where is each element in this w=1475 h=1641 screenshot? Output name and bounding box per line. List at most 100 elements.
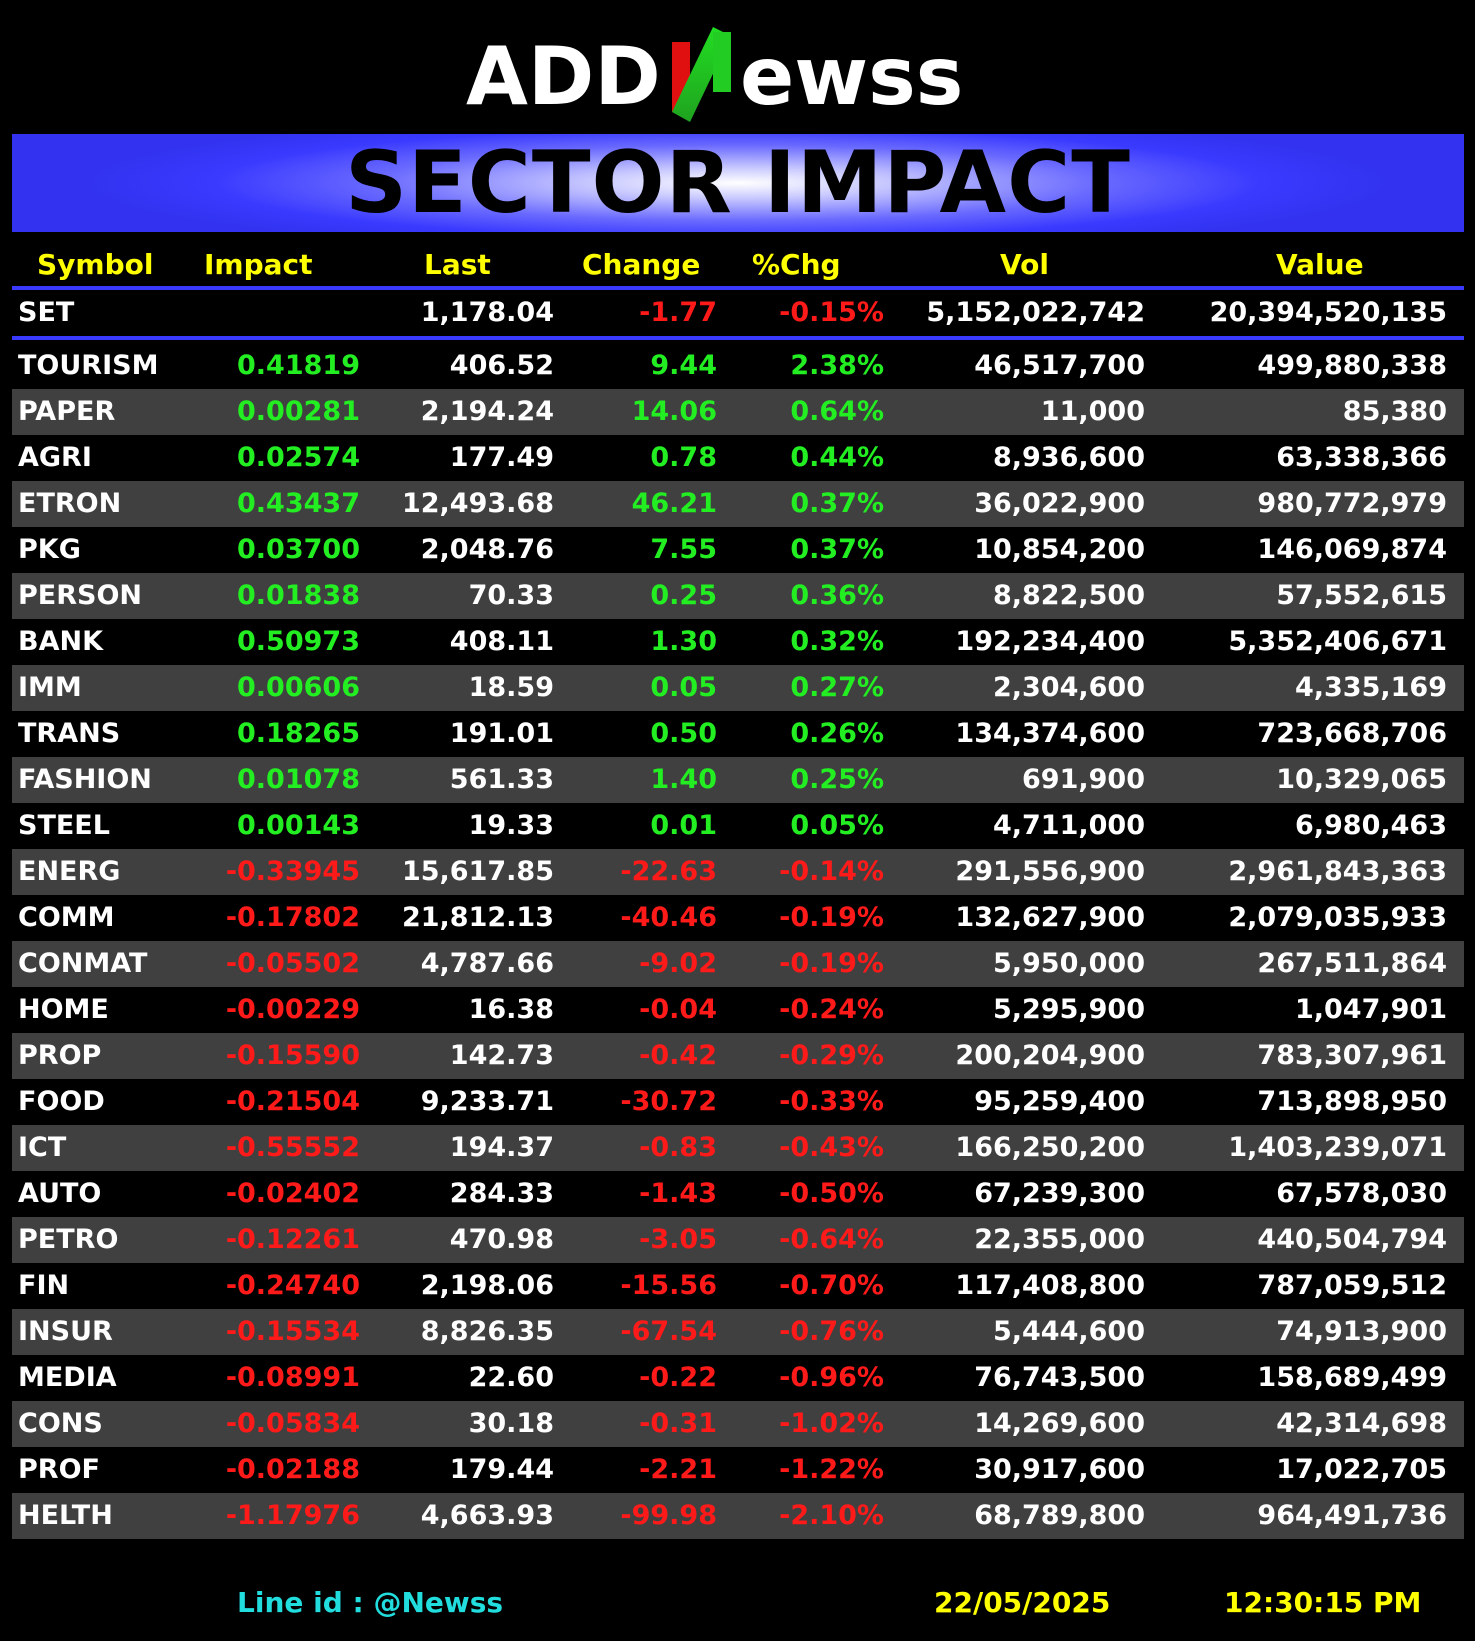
row-change: -15.56 (620, 1270, 717, 1301)
table-row: FASHION 0.01078 561.33 1.40 0.25% 691,900 10,3… (12, 757, 1464, 803)
row-impact: 0.00143 (237, 810, 360, 841)
row-change: -2.21 (639, 1454, 717, 1485)
row-last: 30.18 (468, 1408, 554, 1439)
index-pct-change: -0.15% (779, 297, 884, 328)
row-symbol: CONS (18, 1408, 103, 1439)
row-impact: 0.01078 (237, 764, 360, 795)
table-row: BANK 0.50973 408.11 1.30 0.32% 192,234,400 5,3… (12, 619, 1464, 665)
row-impact: 0.50973 (237, 626, 360, 657)
row-impact: -0.02188 (225, 1454, 360, 1485)
row-impact: -0.15534 (225, 1316, 360, 1347)
header-divider (12, 286, 1464, 290)
index-symbol: SET (18, 297, 75, 328)
row-last: 19.33 (468, 810, 554, 841)
logo-text-mark: N (458, 22, 459, 23)
index-volume: 5,152,022,742 (926, 297, 1145, 328)
row-change: 9.44 (650, 350, 717, 381)
row-value: 2,079,035,933 (1228, 902, 1447, 933)
logo-text-left: ADD (466, 30, 661, 122)
row-symbol: PKG (18, 534, 81, 565)
row-impact: 0.00606 (237, 672, 360, 703)
row-volume: 132,627,900 (955, 902, 1145, 933)
row-volume: 11,000 (1040, 396, 1145, 427)
row-symbol: PAPER (18, 396, 116, 427)
row-last: 12,493.68 (401, 488, 554, 519)
row-volume: 117,408,800 (955, 1270, 1145, 1301)
row-change: -30.72 (620, 1086, 717, 1117)
row-change: 46.21 (631, 488, 717, 519)
table-row: ETRON 0.43437 12,493.68 46.21 0.37% 36,022,90… (12, 481, 1464, 527)
row-change: -40.46 (620, 902, 717, 933)
row-volume: 5,295,900 (992, 994, 1145, 1025)
row-symbol: PETRO (18, 1224, 119, 1255)
footer-time: 12:30:15 PM (1224, 1586, 1422, 1619)
row-pct-change: 0.37% (790, 534, 884, 565)
row-value: 787,059,512 (1257, 1270, 1447, 1301)
row-pct-change: -0.76% (779, 1316, 884, 1347)
row-value: 2,961,843,363 (1228, 856, 1447, 887)
row-change: -67.54 (620, 1316, 717, 1347)
row-value: 67,578,030 (1276, 1178, 1447, 1209)
row-last: 179.44 (449, 1454, 554, 1485)
row-change: -22.63 (620, 856, 717, 887)
row-last: 18.59 (468, 672, 554, 703)
row-symbol: FASHION (18, 764, 152, 795)
row-pct-change: -0.43% (779, 1132, 884, 1163)
row-value: 74,913,900 (1276, 1316, 1447, 1347)
table-row: PKG 0.03700 2,048.76 7.55 0.37% 10,854,200 146… (12, 527, 1464, 573)
row-change: -1.43 (639, 1178, 717, 1209)
index-last: 1,178.04 (420, 297, 554, 328)
row-value: 1,047,901 (1294, 994, 1447, 1025)
row-volume: 192,234,400 (955, 626, 1145, 657)
row-last: 8,826.35 (420, 1316, 554, 1347)
row-last: 408.11 (449, 626, 554, 657)
row-value: 63,338,366 (1276, 442, 1447, 473)
row-value: 267,511,864 (1257, 948, 1447, 979)
row-impact: -0.05502 (225, 948, 360, 979)
row-volume: 691,900 (1022, 764, 1145, 795)
table-row: PROP -0.15590 142.73 -0.42 -0.29% 200,204,900… (12, 1033, 1464, 1079)
row-symbol: HELTH (18, 1500, 113, 1531)
row-volume: 200,204,900 (955, 1040, 1145, 1071)
row-pct-change: -2.10% (779, 1500, 884, 1531)
table-row: TOURISM 0.41819 406.52 9.44 2.38% 46,517,700 4… (12, 343, 1464, 389)
row-pct-change: -0.33% (779, 1086, 884, 1117)
row-pct-change: -0.19% (779, 948, 884, 979)
row-volume: 95,259,400 (974, 1086, 1145, 1117)
row-last: 2,198.06 (420, 1270, 554, 1301)
row-pct-change: -0.29% (779, 1040, 884, 1071)
row-change: -0.31 (639, 1408, 717, 1439)
row-change: 1.40 (650, 764, 717, 795)
table-row: IMM 0.00606 18.59 0.05 0.27% 2,304,600 4,335,1… (12, 665, 1464, 711)
row-volume: 46,517,700 (974, 350, 1145, 381)
row-volume: 67,239,300 (974, 1178, 1145, 1209)
table-header: Symbol Impact Last Change %Chg Vol Value (12, 244, 1464, 286)
row-last: 22.60 (468, 1362, 554, 1393)
row-volume: 14,269,600 (974, 1408, 1145, 1439)
table-row: CONS -0.05834 30.18 -0.31 -1.02% 14,269,600 42… (12, 1401, 1464, 1447)
row-volume: 4,711,000 (992, 810, 1145, 841)
row-pct-change: -0.24% (779, 994, 884, 1025)
row-last: 470.98 (449, 1224, 554, 1255)
table-row: AGRI 0.02574 177.49 0.78 0.44% 8,936,600 63,33… (12, 435, 1464, 481)
row-volume: 8,822,500 (992, 580, 1145, 611)
row-symbol: STEEL (18, 810, 110, 841)
row-symbol: COMM (18, 902, 115, 933)
row-symbol: FOOD (18, 1086, 105, 1117)
logo-text-right: ewss (740, 30, 963, 122)
table-row: CONMAT -0.05502 4,787.66 -9.02 -0.19% 5,950,0… (12, 941, 1464, 987)
row-value: 85,380 (1342, 396, 1447, 427)
header-pct-change: %Chg (752, 248, 841, 281)
row-value: 10,329,065 (1276, 764, 1447, 795)
row-last: 9,233.71 (420, 1086, 554, 1117)
index-row: SET 1,178.04 -1.77 -0.15% 5,152,022,742 … (12, 290, 1464, 336)
row-volume: 30,917,600 (974, 1454, 1145, 1485)
row-impact: -0.17802 (225, 902, 360, 933)
header-last: Last (424, 248, 491, 281)
row-value: 713,898,950 (1257, 1086, 1447, 1117)
row-change: -0.22 (639, 1362, 717, 1393)
row-value: 17,022,705 (1276, 1454, 1447, 1485)
row-pct-change: -0.70% (779, 1270, 884, 1301)
row-last: 2,194.24 (420, 396, 554, 427)
row-volume: 22,355,000 (974, 1224, 1145, 1255)
